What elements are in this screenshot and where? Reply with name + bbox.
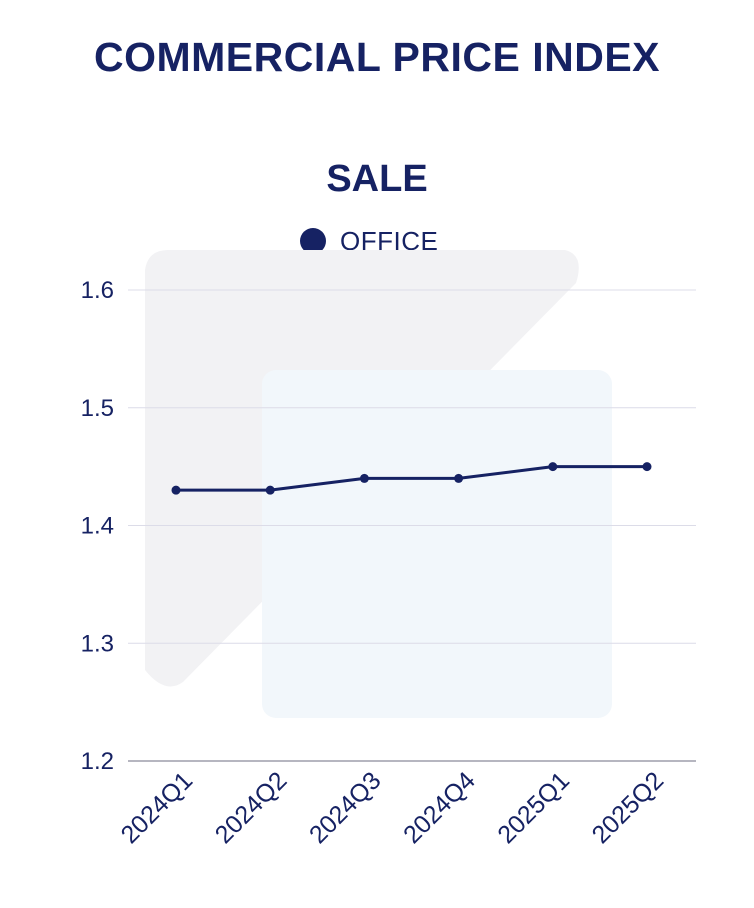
x-tick-label: 2024Q2 [210, 766, 293, 849]
legend-marker-icon [300, 228, 326, 254]
y-tick-label: 1.4 [81, 513, 114, 540]
page-title: COMMERCIAL PRICE INDEX [93, 34, 661, 80]
chart-title: SALE [326, 158, 428, 200]
y-tick-label: 1.2 [81, 748, 114, 775]
grid-lines [128, 289, 696, 762]
data-point[interactable] [548, 462, 558, 472]
y-tick-label: 1.5 [81, 395, 114, 422]
y-tick-label: 1.3 [81, 630, 114, 657]
data-point[interactable] [642, 462, 652, 472]
series-line-office [176, 465, 647, 492]
data-point[interactable] [171, 485, 181, 495]
x-tick-label: 2024Q3 [304, 766, 387, 849]
x-tick-label: 2025Q2 [587, 766, 670, 849]
data-point[interactable] [359, 473, 369, 483]
x-axis: 2024Q1 2024Q2 2024Q3 2024Q4 2025Q1 2025Q2 [116, 766, 670, 849]
x-tick-label: 2024Q1 [116, 766, 199, 849]
x-tick-label: 2024Q4 [398, 766, 481, 849]
y-axis: 1.6 1.5 1.4 1.3 1.2 [81, 277, 114, 775]
watermark-logo-icon [145, 250, 612, 718]
y-tick-label: 1.6 [81, 277, 114, 304]
data-point[interactable] [265, 485, 275, 495]
series-office[interactable] [171, 462, 652, 495]
x-tick-label: 2025Q1 [492, 766, 575, 849]
data-point[interactable] [454, 473, 464, 483]
